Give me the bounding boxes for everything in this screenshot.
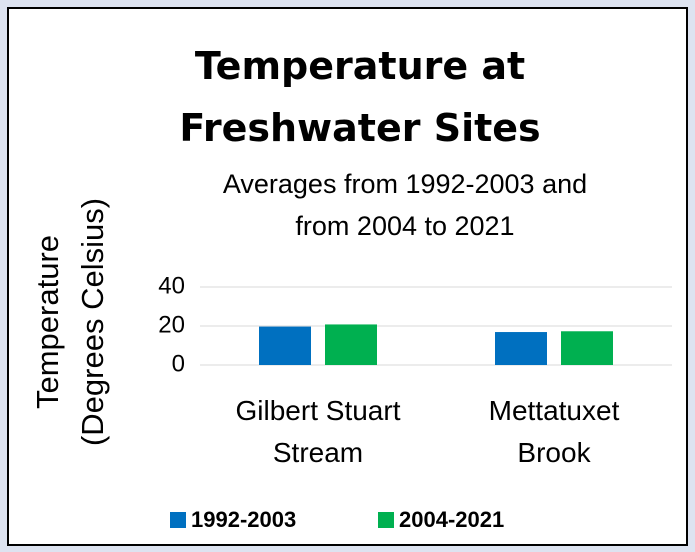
chart-subtitle: Averages from 1992-2003 and from 2004 to … xyxy=(223,169,587,241)
x-tick-label: Mettatuxet Brook xyxy=(489,395,620,468)
legend-swatch xyxy=(378,512,394,528)
x-tick-label: Gilbert Stuart Stream xyxy=(236,395,401,468)
legend-label: 1992-2003 xyxy=(191,507,296,532)
y-tick-label: 20 xyxy=(158,311,185,338)
chart-title: Temperature at Freshwater Sites xyxy=(179,44,540,150)
bar xyxy=(495,332,547,365)
bar xyxy=(259,326,311,365)
legend-label: 2004-2021 xyxy=(399,507,504,532)
bar xyxy=(325,324,377,365)
y-tick-label: 0 xyxy=(172,350,185,377)
legend-swatch xyxy=(170,512,186,528)
bar xyxy=(561,331,613,365)
y-axis-title: Temperature (Degrees Celsius) xyxy=(30,198,110,446)
y-tick-label: 40 xyxy=(158,272,185,299)
panel xyxy=(7,7,688,546)
